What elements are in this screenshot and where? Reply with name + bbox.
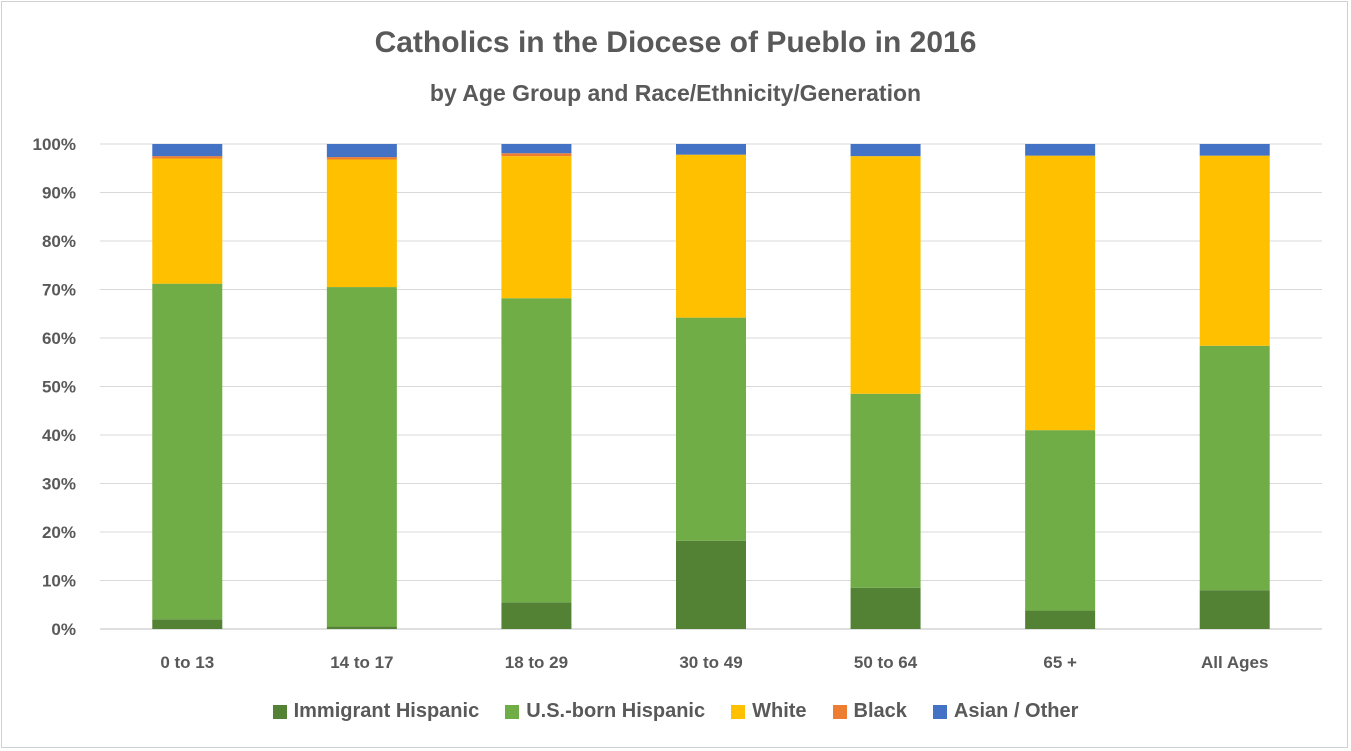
bar-segment: [1199, 590, 1270, 629]
legend-label: Immigrant Hispanic: [293, 700, 480, 722]
bar-segment: [326, 159, 397, 288]
bar-segment: [152, 144, 223, 157]
bar-segment: [1025, 610, 1096, 629]
x-tick-label: 30 to 49: [679, 653, 742, 672]
bar-segment: [152, 156, 223, 159]
x-tick-label: 0 to 13: [160, 653, 214, 672]
bar-segment: [676, 154, 746, 318]
bar-segment: [1199, 345, 1270, 591]
y-tick-label: 10%: [42, 572, 76, 591]
bar-segment: [1199, 155, 1270, 346]
bar-segment: [1025, 155, 1096, 431]
bar-segment: [501, 153, 572, 157]
bar-segment: [326, 626, 397, 629]
y-tick-label: 50%: [42, 378, 76, 397]
bar-segment: [850, 156, 921, 394]
y-tick-label: 20%: [42, 523, 76, 542]
legend-label: Asian / Other: [953, 700, 1079, 722]
bar-segment: [1025, 144, 1096, 156]
bars: [152, 144, 1270, 629]
bar-segment: [501, 144, 572, 154]
bar-segment: [850, 144, 921, 157]
legend-label: White: [752, 700, 807, 722]
bar-segment: [676, 317, 746, 541]
bar-segment: [152, 619, 223, 629]
bar-segment: [501, 156, 572, 299]
legend-label: Black: [853, 700, 907, 722]
bar-segment: [501, 602, 572, 629]
bar-segment: [152, 158, 223, 284]
y-tick-label: 60%: [42, 329, 76, 348]
legend-swatch: [932, 704, 947, 719]
bar-segment: [1025, 430, 1096, 611]
y-tick-label: 80%: [42, 232, 76, 251]
bar-segment: [326, 287, 397, 627]
legend-swatch: [272, 704, 287, 719]
legend-label: U.S.-born Hispanic: [526, 700, 706, 722]
x-tick-label: All Ages: [1201, 653, 1268, 672]
bar-segment: [850, 587, 921, 629]
x-tick-label: 18 to 29: [505, 653, 568, 672]
bar-segment: [676, 540, 746, 629]
bar-segment: [152, 283, 223, 620]
legend-item: White: [731, 700, 807, 723]
legend: Immigrant Hispanic U.S.-born Hispanic Whit…: [0, 700, 1351, 723]
bar-segment: [1199, 144, 1270, 156]
bar-segment: [850, 393, 921, 588]
legend-item: Asian / Other: [932, 700, 1079, 723]
bar-segment: [676, 144, 746, 155]
legend-swatch: [731, 704, 746, 719]
x-tick-label: 50 to 64: [854, 653, 918, 672]
chart-subtitle: by Age Group and Race/Ethnicity/Generati…: [429, 80, 922, 106]
y-axis-labels: 0% 10% 20% 30% 40% 50% 60% 70% 80% 90% 100%: [33, 135, 76, 639]
legend-item: Immigrant Hispanic: [272, 700, 480, 723]
y-tick-label: 40%: [42, 426, 76, 445]
bar-segment: [501, 298, 572, 603]
legend-item: Black: [832, 700, 907, 723]
bar-segment: [326, 157, 397, 160]
bar-segment: [326, 144, 397, 158]
y-tick-label: 30%: [42, 475, 76, 494]
x-tick-label: 65 +: [1043, 653, 1077, 672]
y-tick-label: 0%: [51, 620, 76, 639]
legend-swatch: [832, 704, 847, 719]
x-tick-label: 14 to 17: [330, 653, 393, 672]
y-tick-label: 90%: [42, 184, 76, 203]
y-tick-label: 100%: [33, 135, 76, 154]
legend-swatch: [505, 704, 520, 719]
legend-item: U.S.-born Hispanic: [505, 700, 705, 723]
x-axis-labels: 0 to 13 14 to 17 18 to 29 30 to 49 50 to 64 6…: [160, 653, 1268, 672]
chart-title: Catholics in the Diocese of Pueblo in 20…: [374, 26, 977, 59]
y-tick-label: 70%: [42, 281, 76, 300]
